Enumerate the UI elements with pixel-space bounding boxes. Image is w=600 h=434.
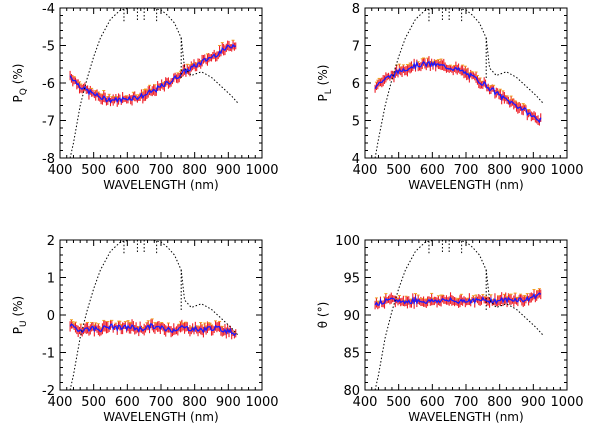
x-axis-label: WAVELENGTH (nm)	[408, 178, 523, 192]
x-tick-label: 800	[487, 163, 512, 178]
x-tick-label: 500	[81, 395, 106, 410]
x-tick-label: 600	[420, 163, 445, 178]
x-axis-label: WAVELENGTH (nm)	[408, 410, 523, 424]
x-tick-label: 1000	[550, 395, 583, 410]
y-tick-label: 2	[47, 234, 55, 249]
x-tick-label: 900	[521, 163, 546, 178]
plot-frame	[59, 7, 263, 159]
y-axis-label-sub: Q	[19, 88, 29, 95]
y-axis-label-unit: (%)	[11, 64, 25, 89]
x-tick-label: 500	[386, 395, 411, 410]
y-tick-label: 95	[343, 272, 360, 287]
x-tick-label: 800	[487, 395, 512, 410]
measured-series-line	[374, 292, 542, 306]
x-tick-label: 1000	[550, 163, 583, 178]
x-axis-label: WAVELENGTH (nm)	[103, 410, 218, 424]
reference-spectrum-line	[374, 7, 544, 159]
x-tick-label: 500	[81, 163, 106, 178]
y-tick-label: 6	[352, 77, 360, 92]
x-tick-label: 400	[48, 163, 73, 178]
y-axis-label-sub: U	[19, 320, 29, 327]
y-axis-label-main: P	[316, 94, 330, 101]
y-tick-label: -5	[42, 40, 55, 55]
reference-spectrum-line	[69, 7, 239, 159]
y-tick-label: -4	[42, 2, 55, 17]
y-tick-label: 7	[352, 40, 360, 55]
x-tick-label: 600	[115, 163, 140, 178]
x-tick-label: 700	[454, 395, 479, 410]
x-tick-label: 700	[149, 395, 174, 410]
x-tick-label: 1000	[245, 163, 278, 178]
y-tick-label: 1	[47, 272, 55, 287]
measured-series-line	[69, 322, 237, 337]
y-axis-label-sub: L	[324, 89, 334, 94]
y-axis-label: PU (%)	[11, 296, 29, 334]
y-axis-label: θ (°)	[316, 302, 330, 329]
plot-panel: 400 500 600 700 800 900 1000 -2 -1 0 1 2 WAVELENGTH …	[11, 234, 279, 424]
x-tick-label: 400	[48, 395, 73, 410]
y-axis-label: PL (%)	[316, 65, 334, 102]
plot-frame	[364, 7, 568, 159]
reference-spectrum-line	[69, 239, 239, 391]
y-axis-label-main: P	[11, 327, 25, 334]
x-tick-label: 1000	[245, 395, 278, 410]
y-tick-label: -1	[42, 347, 55, 362]
y-tick-label: -6	[42, 77, 55, 92]
plot-panel: 400 500 600 700 800 900 1000 80 85 90 95 100 WAVELEN…	[316, 234, 584, 424]
measured-series-line	[69, 43, 237, 104]
x-tick-label: 800	[182, 395, 207, 410]
measured-series-line	[374, 60, 542, 124]
x-tick-label: 600	[420, 395, 445, 410]
plot-panel: 400 500 600 700 800 900 1000 4 5 6 7 8 WAVELENGTH (n…	[316, 2, 584, 192]
y-axis-label-unit: (%)	[316, 65, 330, 90]
y-tick-label: -2	[42, 384, 55, 399]
x-tick-label: 900	[216, 395, 241, 410]
y-axis-label-main: P	[11, 95, 25, 102]
y-tick-label: 100	[335, 234, 360, 249]
y-tick-label: 4	[352, 152, 360, 167]
y-axis-label-unit: (%)	[11, 296, 25, 321]
x-tick-label: 700	[454, 163, 479, 178]
x-tick-label: 400	[353, 163, 378, 178]
y-tick-label: 80	[343, 384, 360, 399]
x-tick-label: 900	[521, 395, 546, 410]
reference-spectrum-line	[374, 239, 544, 391]
y-tick-label: 85	[343, 347, 360, 362]
plot-frame	[364, 239, 568, 391]
x-tick-label: 800	[182, 163, 207, 178]
y-tick-label: 90	[343, 309, 360, 324]
y-tick-label: 0	[47, 309, 55, 324]
y-tick-label: 8	[352, 2, 360, 17]
y-axis-label-unit: (°)	[316, 302, 330, 321]
y-tick-label: -7	[42, 115, 55, 130]
x-tick-label: 400	[353, 395, 378, 410]
y-axis-label: PQ (%)	[11, 64, 29, 103]
y-tick-label: -8	[42, 152, 55, 167]
x-tick-label: 700	[149, 163, 174, 178]
plot-panel: 400 500 600 700 800 900 1000 -8 -7 -6 -5 -4 WAVELENG…	[11, 2, 279, 192]
x-tick-label: 600	[115, 395, 140, 410]
x-tick-label: 900	[216, 163, 241, 178]
x-axis-label: WAVELENGTH (nm)	[103, 178, 218, 192]
plot-frame	[59, 239, 263, 391]
x-tick-label: 500	[386, 163, 411, 178]
y-axis-label-main: θ	[316, 321, 330, 328]
y-tick-label: 5	[352, 115, 360, 130]
